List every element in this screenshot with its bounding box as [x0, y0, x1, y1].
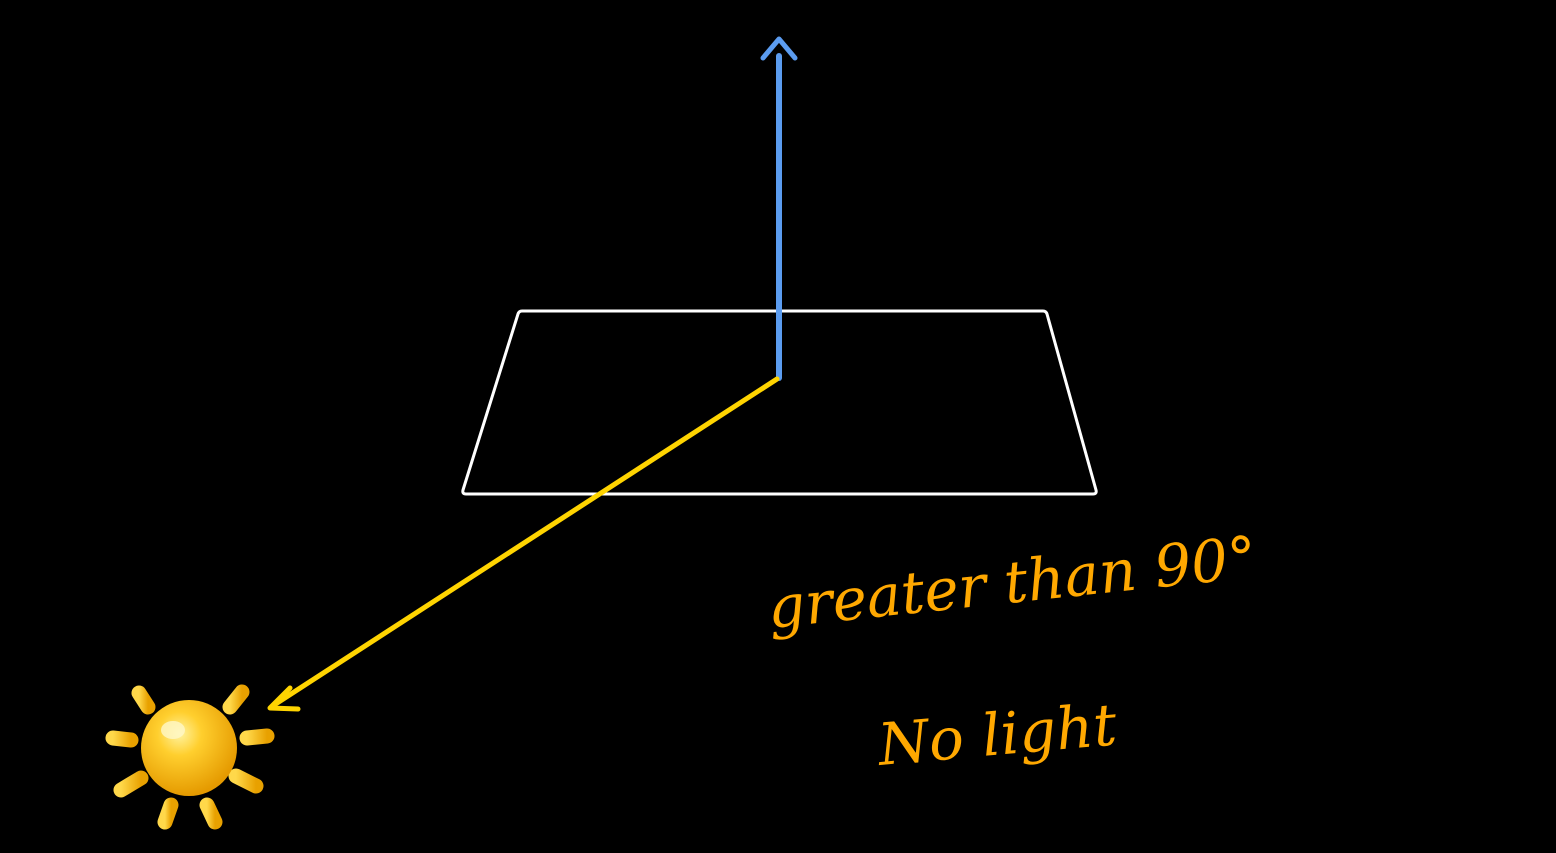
- surface-plane: [461, 309, 1098, 496]
- normal-vector-arrowhead: [760, 36, 798, 61]
- annotation-line-2: No light: [873, 690, 1120, 779]
- annotation-line-1: greater than 90°: [764, 523, 1260, 642]
- sun-icon: [105, 666, 275, 830]
- sun-body: [141, 700, 237, 796]
- light-ray-shaft: [271, 376, 780, 708]
- sun-highlight: [161, 721, 185, 739]
- sun-rays: [105, 666, 275, 830]
- light-ray-arrowhead: [267, 685, 301, 712]
